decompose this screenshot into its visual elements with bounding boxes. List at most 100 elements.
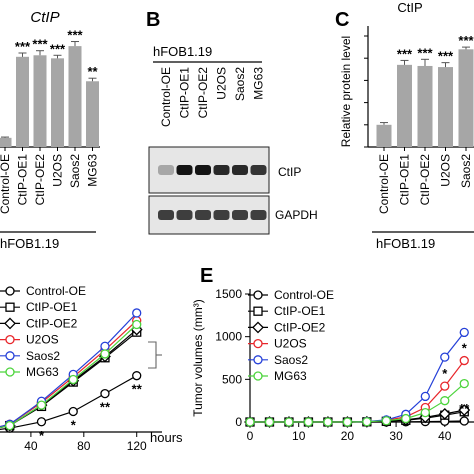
series-line-u2os [0,320,138,428]
bar-saos2 [458,49,474,147]
band-gapdh-u2os [213,210,230,220]
bar-saos2 [68,46,82,147]
legend-marker-mg63 [253,371,263,381]
bar-ctip-oe2 [33,55,47,147]
legend-label-ctip-oe1: CtIP-OE1 [26,300,78,314]
bar-control-oe [0,137,12,147]
panel-c-group-label: hFOB1.19 [376,236,435,251]
band-ctip-mg63 [250,165,267,175]
y-axis-label: Tumor volumes (mm³) [191,299,205,417]
point-mg63 [132,319,142,330]
significance-ctip-oe1: *** [15,39,31,54]
legend-marker-ctip-oe2 [4,317,16,330]
significance-ctip-oe2: *** [417,45,433,60]
series-line-ctip-oe2 [250,409,465,423]
lane-label-ctip-oe2: CtIP-OE2 [196,67,210,119]
category-label-ctip-oe1: CtIP-OE1 [398,154,412,206]
series-line-ctip-oe1 [250,411,465,423]
band-label-gapdh: GAPDH [275,208,318,222]
band-gapdh-mg63 [250,210,267,220]
point-u2os [440,381,450,391]
significance-ctip-oe2: *** [32,37,48,52]
legend-label-mg63: MG63 [274,369,307,383]
band-ctip-ctip-oe1 [176,165,193,175]
panel-a: CtIP Control-OE***CtIP-OE1***CtIP-OE2***… [0,9,100,251]
point-mg63 [284,417,294,427]
legend-marker-control-oe [5,286,15,296]
legend-label-saos2: Saos2 [26,349,60,363]
x-tick-label: 10 [292,429,306,443]
category-label-ctip-oe2: CtIP-OE2 [33,154,47,206]
bar-mg63 [86,81,99,147]
point-control-oe [36,417,47,427]
significance-mark: ** [100,400,111,415]
point-mg63 [100,349,110,359]
x-tick-label: 20 [341,429,355,443]
legend-label-ctip-oe2: CtIP-OE2 [274,320,326,334]
point-mg63 [342,417,353,427]
panel-b-letter: B [146,9,160,31]
point-mg63 [303,417,314,427]
lane-label-mg63: MG63 [252,67,266,100]
significance-ctip-oe1: *** [397,46,413,61]
category-label-saos2: Saos2 [68,154,82,188]
significance-mark: * [442,366,448,381]
legend-label-mg63: MG63 [26,365,59,379]
category-label-u2os: U2OS [439,154,453,187]
point-mg63 [459,378,469,389]
significance-u2os: *** [50,41,66,56]
y-tick-label: 0 [235,415,242,429]
panel-d-x-unit: hours [150,430,183,445]
point-mg63 [381,416,391,426]
category-label-ctip-oe1: CtIP-OE1 [16,154,30,206]
point-mg63 [420,407,430,418]
point-mg63 [323,417,333,427]
point-saos2 [459,327,469,338]
point-mg63 [245,417,255,427]
x-tick-label: 40 [24,439,38,453]
series-line-control-oe [0,375,137,430]
panel-b-blots: Control-OE CtIP-OE1 CtIP-OE2 U2OS Saos2 MG63 [148,67,270,235]
point-mg63 [264,417,275,427]
band-gapdh-saos2 [232,210,248,220]
bar-ctip-oe2 [417,65,433,147]
x-tick-label: 120 [127,439,147,453]
panel-c-title: CtIP [397,0,422,15]
category-label-control-oe: Control-OE [377,154,391,214]
band-ctip-control-oe [158,165,174,175]
panel-a-group-label: hFOB1.19 [0,236,59,251]
point-mg63 [362,417,372,427]
legend-marker-saos2 [5,351,15,361]
lane-label-saos2: Saos2 [233,67,247,101]
legend-marker-u2os [253,338,263,349]
legend-marker-ctip-oe2 [252,321,264,334]
band-ctip-u2os [213,165,230,175]
point-mg63 [440,396,450,406]
legend-marker-ctip-oe1 [5,302,15,312]
band-ctip-saos2 [232,165,248,175]
lane-label-control-oe: Control-OE [159,67,173,127]
legend-label-u2os: U2OS [274,337,307,351]
significance-mark: * [462,341,468,356]
category-label-u2os: U2OS [51,154,65,187]
panel-d-plot: 04080120******Control-OECtIP-OE1CtIP-OE2… [0,284,162,453]
legend-label-control-oe: Control-OE [274,288,334,302]
x-tick-label: 80 [77,439,91,453]
legend-marker-control-oe [253,290,263,300]
point-control-oe [132,371,142,381]
significance-mg63: ** [87,64,98,79]
legend-label-u2os: U2OS [26,333,59,347]
panel-c: C CtIP Control-OE *** CtIP-OE1 *** CtIP-OE2 *… [335,0,474,251]
panel-e-letter: E [200,265,213,287]
band-ctip-ctip-oe2 [195,165,211,175]
y-tick-label: 1000 [215,330,242,344]
bar-u2os [51,58,64,147]
category-label-saos2: Saos2 [459,154,473,188]
x-tick-label: 30 [389,429,403,443]
category-label-ctip-oe2: CtIP-OE2 [418,154,432,206]
legend-marker-mg63 [5,367,15,377]
legend-marker-ctip-oe1 [253,306,263,316]
significance-mark: * [71,418,77,433]
x-tick-label: 40 [438,429,452,443]
